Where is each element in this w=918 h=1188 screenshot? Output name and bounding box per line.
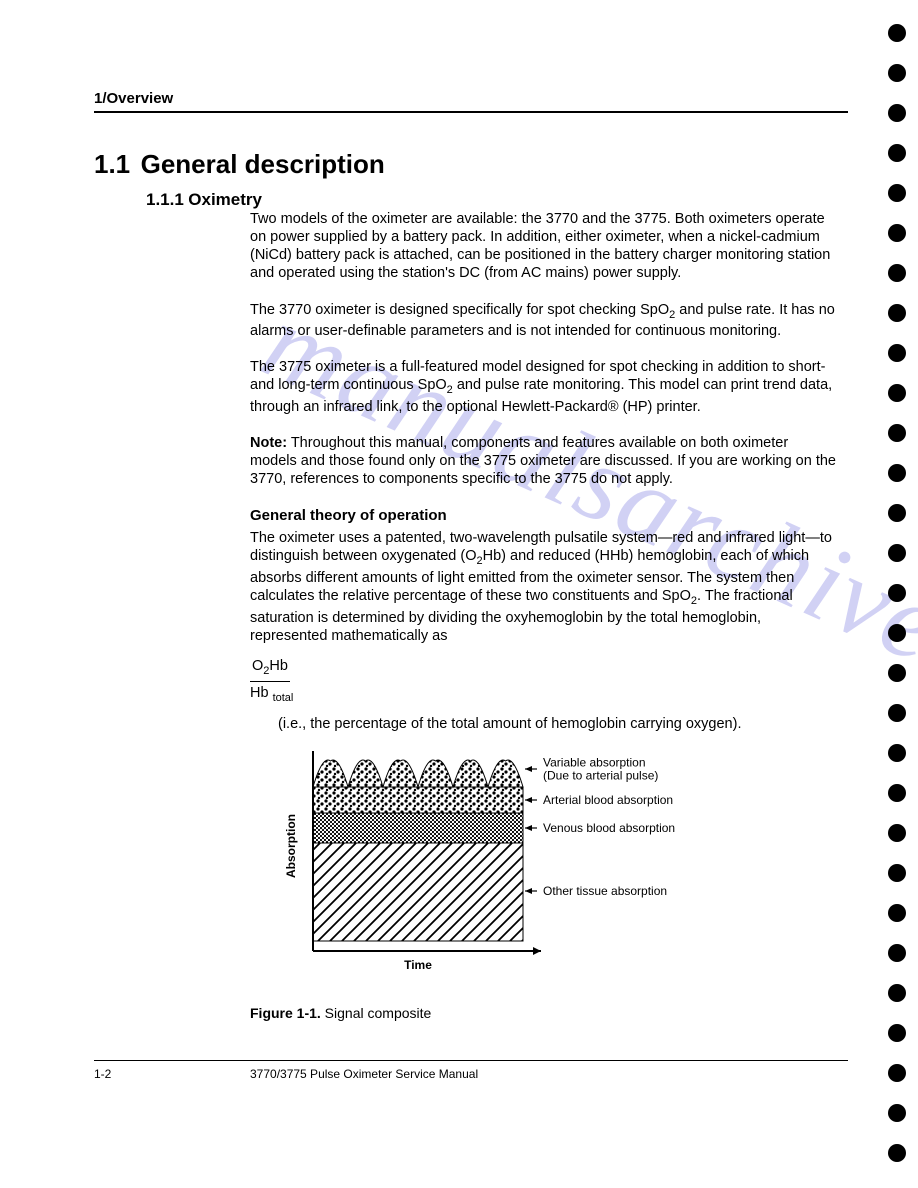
header-rule (94, 111, 848, 113)
svg-text:Arterial blood absorption: Arterial blood absorption (543, 793, 673, 807)
manual-title: 3770/3775 Pulse Oximeter Service Manual (250, 1067, 478, 1081)
subsection-title: Oximetry (188, 190, 262, 209)
svg-text:Absorption: Absorption (284, 814, 298, 878)
ie-paragraph: (i.e., the percentage of the total amoun… (278, 715, 838, 733)
running-header: 1/Overview (94, 90, 848, 107)
fraction-denominator: Hb total (250, 682, 838, 706)
fraction-numerator: O2Hb (250, 657, 290, 682)
formula: O2Hb Hb total (250, 657, 838, 705)
svg-text:Time: Time (404, 958, 432, 972)
figure-diagram: Absorption Time Variable absorption(Due to… (268, 751, 838, 986)
signal-composite-svg: Absorption Time Variable absorption(Due to… (268, 751, 738, 981)
paragraph-2: The 3770 oximeter is designed specifical… (250, 301, 838, 341)
subscript-total: total (273, 692, 294, 704)
svg-text:Other tissue absorption: Other tissue absorption (543, 884, 667, 898)
text: Hb (250, 685, 273, 701)
section-heading: 1.1 General description (94, 149, 848, 180)
note-body: Throughout this manual, components and f… (250, 435, 836, 487)
text: Hb (269, 658, 288, 674)
figure-caption-text: Signal composite (321, 1005, 432, 1021)
note-paragraph: Note: Throughout this manual, components… (250, 434, 838, 488)
page-content: 1/Overview 1.1 General description 1.1.1… (0, 0, 918, 1121)
body-text: Two models of the oximeter are available… (250, 210, 838, 1022)
theory-heading: General theory of operation (250, 507, 838, 526)
paragraph-1: Two models of the oximeter are available… (250, 210, 838, 283)
footer-rule (94, 1060, 848, 1061)
text: The 3770 oximeter is designed specifical… (250, 302, 669, 318)
figure-caption: Figure 1-1. Signal composite (250, 1005, 838, 1023)
figure-label: Figure 1-1. (250, 1005, 321, 1021)
svg-text:(Due to arterial pulse): (Due to arterial pulse) (543, 769, 658, 783)
note-label: Note: (250, 435, 287, 451)
footer: 1-2 3770/3775 Pulse Oximeter Service Man… (94, 1067, 848, 1081)
subsection-number: 1.1.1 (146, 190, 184, 209)
subsection-heading: 1.1.1 Oximetry (146, 190, 848, 210)
text: O (252, 658, 263, 674)
svg-text:Variable absorption: Variable absorption (543, 756, 646, 770)
page-number: 1-2 (94, 1067, 250, 1081)
svg-text:Venous blood absorption: Venous blood absorption (543, 821, 675, 835)
theory-paragraph: The oximeter uses a patented, two-wavele… (250, 529, 838, 645)
section-number: 1.1 (94, 149, 130, 180)
section-title: General description (141, 149, 385, 180)
paragraph-3: The 3775 oximeter is a full-featured mod… (250, 358, 838, 416)
